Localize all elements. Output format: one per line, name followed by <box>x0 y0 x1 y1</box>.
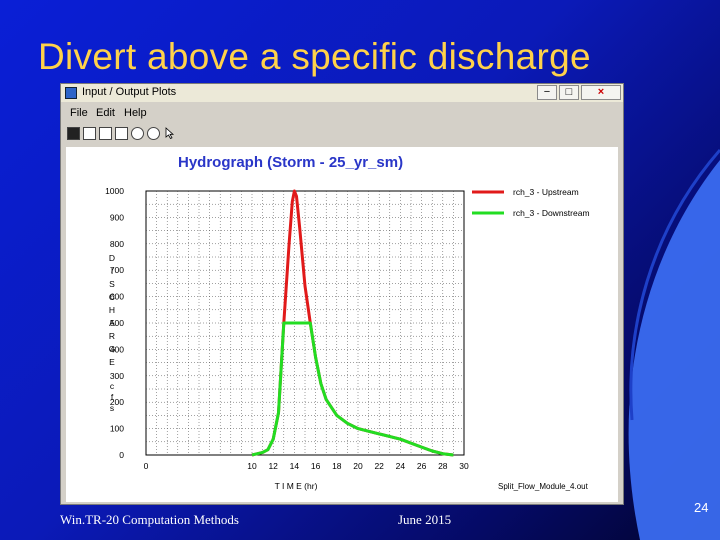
y-axis-label-letter: H <box>109 305 115 315</box>
x-tick-label: 20 <box>353 461 363 471</box>
zoom-out-icon[interactable] <box>147 127 160 140</box>
x-tick-label: 16 <box>311 461 321 471</box>
y-axis-unit-letter: c <box>110 381 115 391</box>
y-axis-label-letter: A <box>109 318 115 328</box>
x-tick-label: 10 <box>247 461 257 471</box>
window-title: Input / Output Plots <box>82 86 177 98</box>
plot-area: Hydrograph (Storm - 25_yr_sm) 0 100 200 300 4… <box>66 147 618 502</box>
x-tick-label: 18 <box>332 461 342 471</box>
x-tick-label: 12 <box>268 461 278 471</box>
y-axis-label-letter: E <box>109 357 115 367</box>
legend-label: rch_3 - Downstream <box>513 208 590 218</box>
series-upstream-line <box>251 189 454 457</box>
menu-file[interactable]: File <box>70 107 88 119</box>
cursor-icon[interactable] <box>163 127 176 140</box>
chart-title: Hydrograph (Storm - 25_yr_sm) <box>178 154 403 171</box>
x-axis-label: T I M E (hr) <box>275 481 318 491</box>
y-axis-unit-letter: s <box>110 403 114 413</box>
toolbar <box>61 124 623 144</box>
series-downstream-line <box>251 321 454 457</box>
y-axis-unit-letter: f <box>111 392 114 402</box>
y-axis-label-letter: D <box>109 253 115 263</box>
y-axis-label-letter: I <box>111 266 113 276</box>
y-tick-label: 700 <box>110 265 124 275</box>
footer-date: June 2015 <box>398 512 452 527</box>
y-tick-label: 1000 <box>105 186 124 196</box>
page-number: 24 <box>694 500 709 515</box>
x-tick-label: 24 <box>396 461 406 471</box>
y-tick-label: 100 <box>110 424 124 434</box>
y-axis-label-letter: G <box>109 344 116 354</box>
y-axis-label-letter: R <box>109 331 115 341</box>
y-tick-label: 900 <box>110 212 124 222</box>
y-axis-label-letter: C <box>109 292 115 302</box>
print-icon[interactable] <box>99 127 112 140</box>
app-icon <box>65 87 77 99</box>
y-tick-label: 200 <box>110 397 124 407</box>
y-tick-label: 300 <box>110 371 124 381</box>
maximize-button[interactable]: □ <box>559 85 579 100</box>
plot-window: Input / Output Plots − □ × File Edit Hel… <box>60 83 624 505</box>
hydrograph-chart: Hydrograph (Storm - 25_yr_sm)01002003004… <box>105 154 590 491</box>
save-icon[interactable] <box>67 127 80 140</box>
x-tick-label: 26 <box>417 461 427 471</box>
x-tick-label: 14 <box>290 461 300 471</box>
y-tick-label: 600 <box>110 292 124 302</box>
print-preview-icon[interactable] <box>115 127 128 140</box>
slide-title: Divert above a specific discharge <box>38 36 591 77</box>
legend-label: rch_3 - Upstream <box>513 187 579 197</box>
menu-edit[interactable]: Edit <box>96 107 115 119</box>
x-tick-label: 22 <box>374 461 384 471</box>
close-button[interactable]: × <box>581 85 621 100</box>
footer-left: Win.TR-20 Computation Methods <box>60 512 239 527</box>
file-name-label: Split_Flow_Module_4.out <box>498 482 589 491</box>
menu-bar: File Edit Help <box>61 104 623 122</box>
x-tick-label: 28 <box>438 461 448 471</box>
menu-help[interactable]: Help <box>124 107 147 119</box>
x-tick-label: 30 <box>459 461 469 471</box>
minimize-button[interactable]: − <box>537 85 557 100</box>
x-tick-label: 0 <box>144 461 149 471</box>
y-axis-label-letter: S <box>109 279 115 289</box>
y-tick-label: 500 <box>110 318 124 328</box>
zoom-icon[interactable] <box>131 127 144 140</box>
y-tick-label: 400 <box>110 344 124 354</box>
y-tick-label: 0 <box>119 450 124 460</box>
y-tick-label: 800 <box>110 239 124 249</box>
copy-icon[interactable] <box>83 127 96 140</box>
window-titlebar[interactable]: Input / Output Plots − □ × <box>61 84 623 102</box>
